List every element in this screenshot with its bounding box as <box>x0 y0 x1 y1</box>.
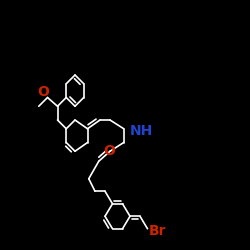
Text: O: O <box>37 86 49 100</box>
Text: O: O <box>103 144 115 158</box>
Text: Br: Br <box>149 224 166 238</box>
Text: NH: NH <box>130 124 153 138</box>
